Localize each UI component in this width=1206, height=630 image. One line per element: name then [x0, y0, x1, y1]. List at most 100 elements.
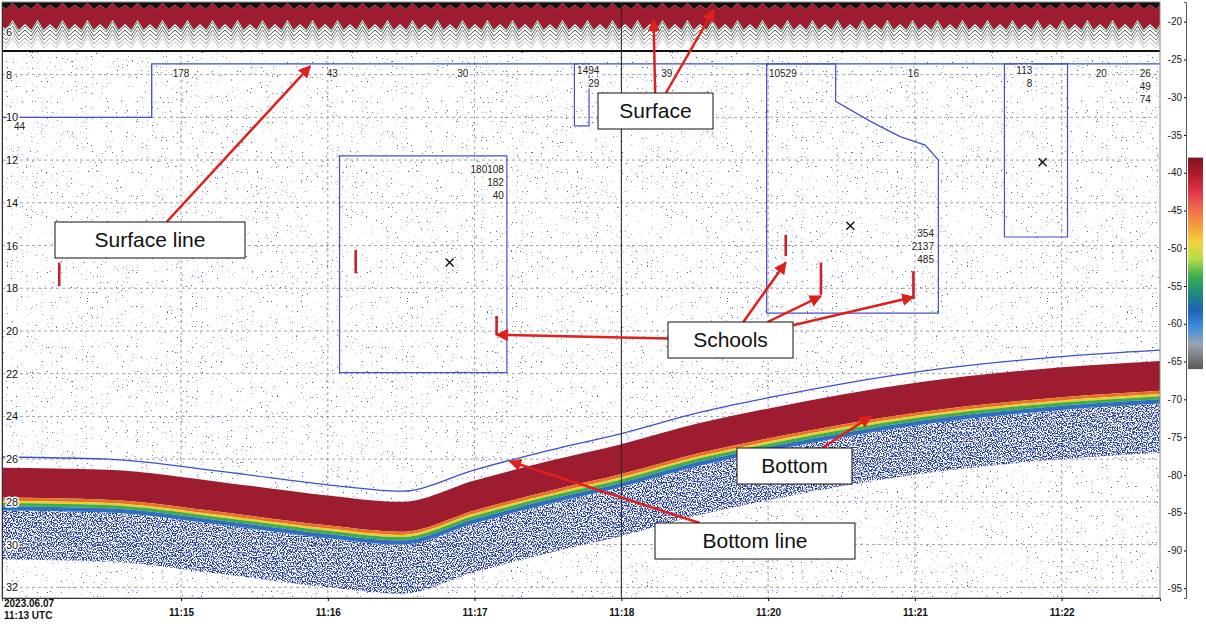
annotations: Surface lineSurfaceSchoolsBottomBottom l…: [55, 10, 913, 559]
colorbar-tick-mark: [1184, 59, 1186, 60]
surface-line-label: 26: [1140, 68, 1152, 79]
surface-line-label: 49: [1140, 81, 1152, 92]
colorbar-tick-label: -50: [1168, 243, 1183, 254]
region-label: 354: [917, 228, 934, 239]
region-label: 182: [487, 177, 504, 188]
x-tick-mark: [915, 598, 916, 601]
y-tick: 30: [2, 539, 18, 551]
colorbar-tick-label: -90: [1168, 545, 1183, 556]
colorbar-tick-label: -85: [1168, 507, 1183, 518]
annotation-label: Schools: [693, 328, 768, 351]
y-axis-line: [2, 3, 3, 599]
x-tick: 11:22: [1050, 598, 1075, 618]
y-tick: 32: [2, 581, 18, 593]
x-tick-mark: [328, 598, 329, 601]
annotation-arrow: [743, 262, 785, 322]
y-tick: 16: [2, 240, 18, 252]
surface-line-label: 44: [14, 121, 26, 132]
bottom-echo-band: [2, 361, 1160, 532]
colorbar-tick-label: -20: [1168, 16, 1183, 27]
colorbar-tick-label: -45: [1168, 205, 1183, 216]
colorbar-tick-label: -95: [1168, 583, 1183, 594]
bottom-echo-band: [2, 399, 1160, 544]
region: [1004, 64, 1067, 237]
y-tick: 18: [2, 282, 18, 294]
colorbar-tick: -75: [1168, 432, 1186, 443]
y-tick-label: 32: [6, 581, 18, 593]
annotation-label: Surface: [619, 99, 691, 122]
colorbar-tick-label: -40: [1168, 167, 1183, 178]
y-tick-label: 12: [6, 154, 18, 166]
grid-line-y: [2, 373, 1160, 374]
colorbar-tick: -70: [1168, 394, 1186, 405]
colorbar-tick-label: -70: [1168, 394, 1183, 405]
surface-line-label: 20: [1096, 68, 1108, 79]
region-label: 2137: [912, 241, 935, 252]
y-tick: 24: [2, 410, 18, 422]
x-tick-label: 11:22: [1050, 607, 1075, 618]
colorbar-tick: -85: [1168, 507, 1186, 518]
y-tick: 22: [2, 368, 18, 380]
colorbar-axis: -20-25-30-35-40-45-50-55-60-65-70-75-80-…: [1168, 3, 1187, 599]
colorbar-tick-label: -35: [1168, 130, 1183, 141]
colorbar-tick: -35: [1168, 130, 1186, 141]
y-tick-label: 28: [6, 496, 18, 508]
colorbar-tick: -55: [1168, 281, 1186, 292]
colorbar-tick-mark: [1184, 173, 1186, 174]
surface-line-label: 10529: [769, 68, 797, 79]
colorbar-tick-label: -60: [1168, 318, 1183, 329]
region-label: 29: [588, 78, 600, 89]
colorbar-tick-mark: [1184, 362, 1186, 363]
y-tick-label: 8: [6, 69, 12, 81]
y-tick: 12: [2, 154, 18, 166]
grid-line-x: [621, 2, 622, 598]
region-center: [846, 222, 854, 230]
annotation-box: [598, 93, 713, 129]
annotation-arrow: [510, 461, 700, 523]
x-tick-mark: [768, 598, 769, 601]
grid-line-y: [2, 202, 1160, 203]
colorbar-tick-label: -80: [1168, 470, 1183, 481]
colorbar-strip: [1188, 158, 1203, 370]
colorbar-tick: -65: [1168, 356, 1186, 367]
annotation-arrow: [793, 297, 913, 325]
x-axis: 11:1511:1611:1711:1811:2011:2111:22: [3, 598, 1161, 618]
colorbar-tick-label: -75: [1168, 432, 1183, 443]
y-tick: 28: [2, 496, 18, 508]
plot-background: [2, 2, 1160, 598]
annotation-box: [668, 322, 793, 358]
annotation-arrow: [768, 296, 821, 322]
colorbar-tick-mark: [1184, 97, 1186, 98]
plot-texts: 4417843303910529162026497414942918010818…: [14, 65, 1151, 265]
x-tick-label: 11:21: [903, 607, 928, 618]
y-axis: 68101214161820222426283032: [2, 3, 18, 599]
x-axis-line: [3, 599, 1161, 602]
region-label: 180108: [471, 164, 505, 175]
colorbar-tick: -90: [1168, 545, 1186, 556]
annotation-arrow: [167, 66, 311, 222]
surface-line-label: 43: [327, 68, 339, 79]
surface-line-label: 39: [661, 68, 673, 79]
x-tick-label: 11:18: [609, 607, 634, 618]
start-label: 2023.06.07: [4, 598, 54, 609]
colorbar-tick-mark: [1184, 550, 1186, 551]
surface-echo: [2, 2, 1160, 52]
x-tick: 11:15: [169, 598, 194, 618]
x-tick: 11:21: [903, 598, 928, 618]
x-tick-mark: [1062, 598, 1063, 601]
annotation-arrow: [497, 335, 668, 339]
y-tick: 14: [2, 197, 18, 209]
y-tick-label: 20: [6, 325, 18, 337]
grid-line-x: [1061, 2, 1062, 598]
school: [495, 316, 498, 335]
region-label: 485: [917, 254, 934, 265]
colorbar-tick-label: -65: [1168, 356, 1183, 367]
surface-line-label: 30: [457, 68, 469, 79]
y-tick: 26: [2, 453, 18, 465]
region: [767, 64, 939, 313]
annotation-box: [655, 523, 855, 559]
school: [58, 263, 61, 286]
region-label: 8: [1027, 78, 1033, 89]
grid-line-y: [2, 288, 1160, 289]
colorbar-background: [1161, 2, 1204, 598]
